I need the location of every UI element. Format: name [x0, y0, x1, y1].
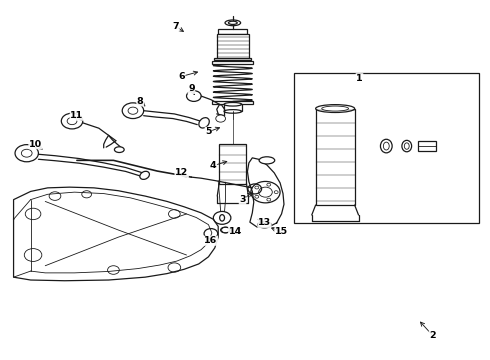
- Ellipse shape: [225, 20, 241, 26]
- Bar: [212, 61, 253, 64]
- Text: 7: 7: [172, 22, 179, 31]
- Bar: [418, 141, 437, 151]
- Circle shape: [274, 191, 278, 194]
- Bar: [212, 102, 253, 104]
- Circle shape: [255, 195, 259, 198]
- Ellipse shape: [322, 106, 348, 111]
- Bar: [316, 109, 355, 205]
- Ellipse shape: [220, 227, 230, 233]
- Ellipse shape: [224, 110, 242, 113]
- Ellipse shape: [383, 142, 389, 150]
- Ellipse shape: [259, 157, 275, 164]
- Bar: [218, 29, 247, 33]
- Circle shape: [267, 183, 270, 186]
- Circle shape: [255, 186, 259, 189]
- Bar: [294, 73, 479, 223]
- Bar: [214, 58, 251, 60]
- Text: 10: 10: [29, 140, 42, 149]
- Text: 15: 15: [275, 227, 288, 236]
- Ellipse shape: [316, 105, 355, 112]
- Text: 16: 16: [204, 236, 218, 245]
- Text: 11: 11: [70, 111, 83, 120]
- Ellipse shape: [199, 118, 209, 128]
- Circle shape: [267, 198, 270, 201]
- Text: 4: 4: [210, 161, 217, 170]
- Ellipse shape: [380, 139, 392, 153]
- Circle shape: [216, 115, 225, 122]
- Ellipse shape: [402, 140, 412, 152]
- Ellipse shape: [115, 147, 124, 153]
- Bar: [219, 144, 246, 184]
- Ellipse shape: [224, 103, 242, 106]
- Text: 5: 5: [205, 127, 212, 136]
- Ellipse shape: [228, 21, 237, 24]
- Bar: [224, 104, 242, 111]
- Text: 2: 2: [429, 331, 436, 340]
- Text: 1: 1: [356, 74, 363, 83]
- Text: 9: 9: [188, 84, 195, 93]
- Bar: [217, 33, 249, 59]
- Text: 3: 3: [239, 195, 246, 204]
- Ellipse shape: [140, 171, 149, 179]
- Ellipse shape: [258, 221, 271, 228]
- Text: 8: 8: [137, 97, 144, 106]
- Ellipse shape: [404, 143, 409, 149]
- Text: 13: 13: [258, 219, 271, 228]
- Ellipse shape: [220, 215, 224, 221]
- Text: 12: 12: [175, 168, 188, 177]
- Text: 14: 14: [229, 227, 242, 236]
- Text: 6: 6: [178, 72, 185, 81]
